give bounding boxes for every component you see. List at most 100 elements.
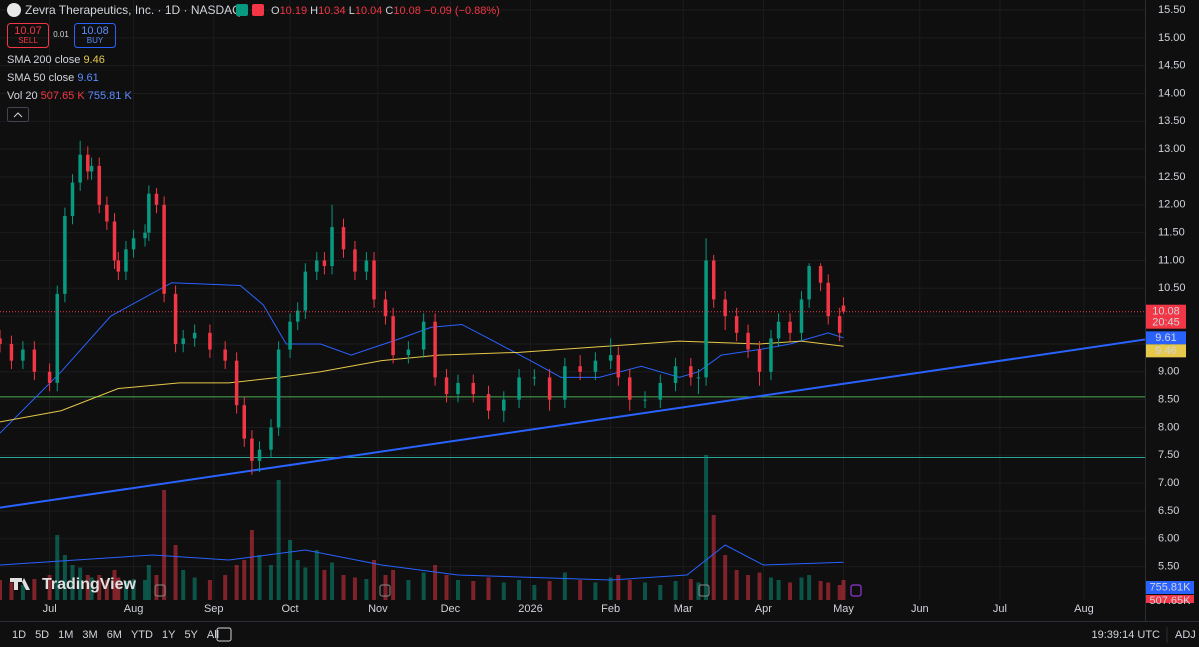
y-tick-label: 11.00: [1158, 254, 1185, 266]
volume-bar: [314, 550, 319, 600]
earnings-marker[interactable]: [379, 584, 391, 597]
candle-body: [124, 249, 128, 272]
volume-bar: [711, 515, 716, 600]
indicator-legend: Vol 20 507.65 K 755.81 K: [7, 90, 132, 102]
trend-line: [0, 338, 1146, 509]
volume-bar: [688, 579, 693, 600]
x-tick-label: Sep: [204, 603, 224, 615]
volume-bar: [486, 577, 491, 600]
volume-bar: [234, 565, 239, 600]
candle-body: [837, 316, 842, 333]
volume-bar: [146, 565, 151, 600]
volume-bar: [257, 555, 262, 600]
volume-bar: [62, 555, 67, 600]
range-button[interactable]: All: [207, 629, 219, 641]
plot-area: [0, 0, 1146, 600]
candle-body: [341, 227, 346, 250]
range-button[interactable]: 1M: [58, 629, 73, 641]
candle-body: [563, 366, 567, 400]
y-tick-label: 7.00: [1158, 477, 1179, 489]
volume-bar: [841, 580, 846, 600]
sell-label[interactable]: SELL: [18, 36, 38, 45]
earnings-marker[interactable]: [850, 584, 862, 597]
candle-body: [433, 321, 437, 378]
candle-body: [223, 349, 227, 361]
volume-bar: [433, 565, 438, 600]
ohlc-key: L: [349, 5, 355, 17]
earnings-marker[interactable]: [154, 584, 166, 597]
price-badge-label: 10.08: [1152, 306, 1180, 318]
indicator-name: SMA 50 close: [7, 72, 74, 84]
volume-badge-label: 755.81K: [1150, 581, 1192, 593]
candle-body: [288, 321, 292, 350]
adj-button[interactable]: ADJ: [1175, 629, 1196, 641]
candle-body: [353, 249, 357, 272]
indicator-legend: SMA 50 close 9.61: [7, 72, 99, 84]
volume-bar: [143, 580, 148, 600]
candle-body: [799, 299, 804, 333]
candle-body: [696, 377, 701, 379]
candle-body: [547, 377, 552, 400]
volume-bar: [330, 562, 335, 600]
range-button[interactable]: 3M: [82, 629, 97, 641]
candle-body: [322, 260, 327, 267]
range-button[interactable]: 1Y: [162, 629, 176, 641]
y-tick-label: 12.00: [1158, 199, 1186, 211]
y-tick-label: 7.50: [1158, 449, 1179, 461]
range-button[interactable]: 5Y: [184, 629, 198, 641]
volume-bar: [162, 490, 167, 600]
x-tick-label: Jul: [993, 603, 1007, 615]
volume-bar: [471, 581, 476, 600]
volume-bar: [131, 579, 136, 600]
range-button[interactable]: 6M: [107, 629, 122, 641]
x-tick-label: 2026: [518, 603, 542, 615]
buy-label[interactable]: BUY: [87, 36, 104, 45]
volume-bar: [276, 480, 281, 600]
candle-body: [643, 399, 647, 401]
buy-button[interactable]: [74, 23, 116, 48]
y-tick-label: 14.00: [1158, 87, 1186, 99]
y-tick-label: 10.50: [1158, 282, 1186, 294]
candle-body: [723, 299, 727, 317]
range-button[interactable]: 1D: [12, 629, 26, 641]
volume-bar: [501, 582, 506, 600]
earnings-marker[interactable]: [698, 584, 710, 597]
candle-body: [295, 310, 300, 322]
ohlc-key: C: [385, 5, 393, 17]
range-button[interactable]: 5D: [35, 629, 49, 641]
watermark-logo: [10, 578, 30, 590]
candle-body: [746, 332, 750, 350]
sma-line: [0, 282, 844, 434]
x-tick-label: Feb: [601, 603, 620, 615]
collapse-button[interactable]: [7, 107, 29, 122]
candle-body: [532, 377, 537, 379]
range-button[interactable]: YTD: [131, 629, 153, 641]
volume-bar: [547, 581, 552, 600]
collapse-icon[interactable]: [13, 112, 23, 118]
volume-bar: [55, 535, 60, 600]
volume-bar: [723, 555, 728, 600]
indicator-name: Vol 20: [7, 90, 38, 102]
candle-body: [208, 332, 212, 350]
volume-bar: [364, 579, 369, 600]
date-range-icon[interactable]: [216, 627, 232, 642]
buy-price[interactable]: 10.08: [81, 25, 109, 37]
volume-bar: [391, 570, 396, 600]
candle-body: [147, 193, 151, 233]
sell-price[interactable]: 10.07: [14, 25, 42, 37]
sma-line: [0, 340, 844, 423]
candle-body: [807, 266, 811, 300]
volume-bar: [9, 582, 14, 600]
candle-body: [788, 321, 792, 333]
volume-bar: [20, 585, 25, 600]
volume-bar: [242, 560, 247, 600]
sell-button[interactable]: [7, 23, 49, 48]
candle-body: [63, 215, 67, 294]
candle-body: [673, 366, 678, 383]
candle-body: [173, 293, 178, 344]
volume-bar: [47, 575, 52, 600]
y-tick-label: 14.50: [1158, 60, 1186, 72]
volume-bar: [173, 545, 178, 600]
volume-bar: [757, 572, 762, 600]
candle-body: [616, 355, 621, 378]
